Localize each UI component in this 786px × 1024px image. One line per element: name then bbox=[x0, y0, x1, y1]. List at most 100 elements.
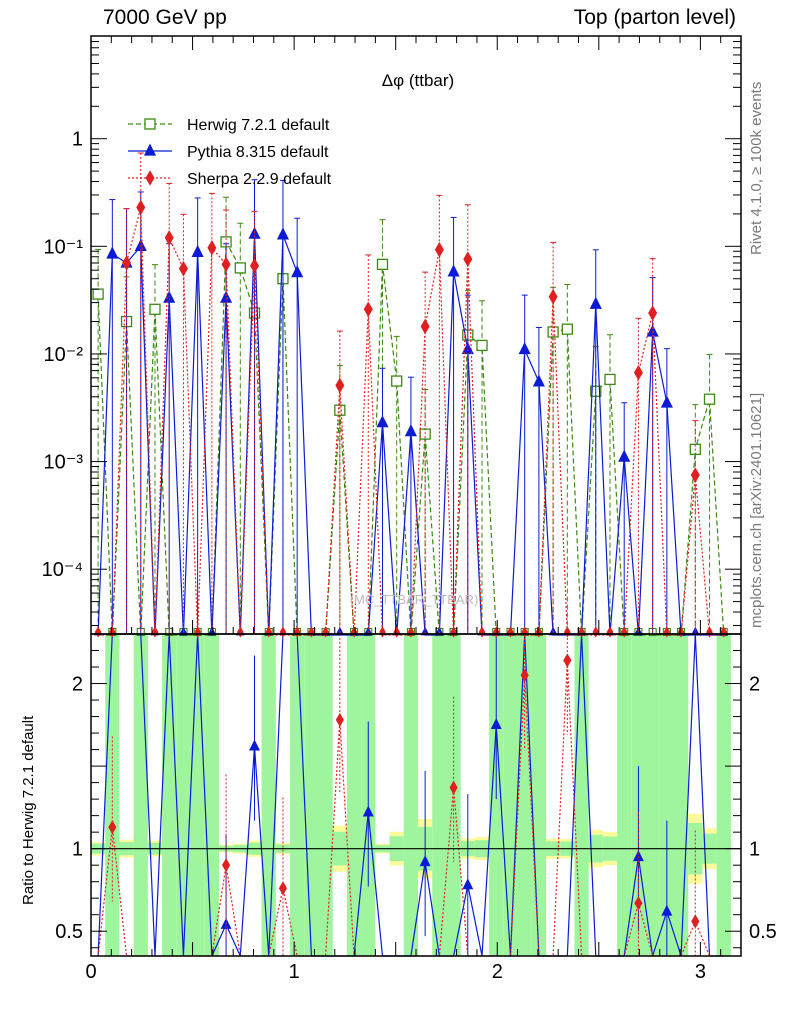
data-point bbox=[334, 404, 346, 416]
ratio-point bbox=[661, 904, 673, 916]
data-point bbox=[250, 257, 260, 274]
legend: Herwig 7.2.1 default Pythia 8.315 default… bbox=[128, 117, 332, 188]
ratio-point bbox=[108, 820, 117, 835]
ratio-point bbox=[634, 896, 643, 911]
data-point-zero bbox=[379, 626, 386, 638]
chart-title: Δφ (ttbar) bbox=[382, 71, 454, 90]
series-line-main bbox=[98, 207, 724, 636]
ratio-band-inner bbox=[176, 634, 191, 956]
data-point bbox=[604, 373, 616, 386]
data-point bbox=[518, 342, 531, 355]
ratio-point bbox=[462, 878, 474, 890]
y-tick-label-main: 10⁻⁴ bbox=[42, 559, 83, 581]
data-point bbox=[532, 374, 545, 387]
legend-label: Pythia 8.315 default bbox=[187, 144, 329, 161]
ratio-band-inner bbox=[673, 634, 689, 956]
mcplots-label: mcplots.cern.ch [arXiv:2401.10621] bbox=[748, 392, 765, 628]
data-point bbox=[633, 364, 643, 381]
x-tick-label: 2 bbox=[492, 961, 503, 983]
ratio-point bbox=[520, 668, 529, 683]
ratio-point bbox=[419, 855, 431, 867]
data-point bbox=[164, 230, 174, 246]
data-point bbox=[363, 301, 373, 318]
data-point bbox=[648, 305, 658, 321]
data-point bbox=[234, 262, 246, 274]
header-right: Top (parton level) bbox=[573, 6, 736, 29]
data-point bbox=[589, 296, 602, 309]
axis-layer: 10⁻⁴ 10⁻³ 10⁻² 10⁻¹ 1 0.5 0.5 1 1 2 2 0 1 2 3 bbox=[42, 35, 777, 983]
data-point bbox=[376, 415, 389, 428]
ratio-band-inner bbox=[162, 634, 177, 956]
data-point bbox=[220, 290, 233, 303]
ratio-point bbox=[691, 914, 700, 929]
legend-label: Herwig 7.2.1 default bbox=[187, 117, 330, 134]
data-point bbox=[447, 264, 460, 277]
data-point bbox=[391, 375, 403, 387]
rivet-version-label: Rivet 4.1.0, ≥ 100k events bbox=[748, 81, 765, 255]
ratio-band-inner bbox=[403, 634, 419, 956]
x-tick-label: 3 bbox=[695, 961, 706, 983]
data-point bbox=[191, 244, 204, 257]
legend-label: Sherpa 2.2.9 default bbox=[187, 171, 332, 188]
ratio-point bbox=[249, 739, 260, 751]
ratio-band-inner bbox=[503, 634, 518, 956]
ratio-point bbox=[335, 712, 344, 727]
ratio-band-inner bbox=[446, 634, 461, 956]
data-point bbox=[335, 377, 345, 394]
data-point bbox=[276, 227, 290, 240]
data-point bbox=[149, 303, 161, 315]
data-point bbox=[122, 255, 132, 271]
ratio-band-inner bbox=[105, 634, 120, 956]
y-tick-label-ratio-right: 0.5 bbox=[749, 921, 777, 943]
data-point bbox=[690, 467, 700, 483]
ratio-band-inner bbox=[304, 634, 319, 956]
ratio-point bbox=[490, 718, 502, 730]
y-tick-label-main: 10⁻² bbox=[44, 344, 84, 366]
ratio-band-inner bbox=[204, 634, 219, 956]
data-point bbox=[463, 251, 473, 267]
ratio-band-inner bbox=[659, 634, 674, 956]
data-point bbox=[92, 288, 104, 300]
data-point-zero bbox=[592, 626, 600, 638]
legend-marker bbox=[143, 143, 157, 156]
header-left: 7000 GeV pp bbox=[103, 6, 227, 29]
data-point bbox=[420, 318, 430, 335]
ratio-ylabel: Ratio to Herwig 7.2.1 default bbox=[20, 715, 37, 905]
ratio-band-inner bbox=[133, 634, 148, 956]
x-tick-label: 1 bbox=[289, 961, 300, 983]
ratio-band-inner bbox=[318, 634, 333, 956]
data-point bbox=[476, 339, 488, 352]
data-point bbox=[660, 395, 673, 408]
data-point bbox=[221, 256, 231, 273]
data-point bbox=[404, 424, 417, 437]
data-point bbox=[178, 260, 188, 277]
series-1 bbox=[92, 196, 728, 637]
data-point bbox=[434, 241, 444, 258]
ratio-band-inner bbox=[190, 634, 205, 956]
y-tick-label-main: 10⁻¹ bbox=[44, 236, 84, 258]
x-tick-label: 0 bbox=[85, 961, 96, 983]
legend-marker bbox=[144, 118, 156, 130]
ratio-point bbox=[222, 858, 231, 873]
ratio-point bbox=[362, 805, 374, 817]
legend-marker bbox=[145, 170, 155, 186]
data-point bbox=[106, 246, 119, 259]
ratio-band-inner bbox=[617, 634, 632, 956]
data-point bbox=[703, 393, 716, 405]
ratio-band-inner bbox=[261, 634, 276, 956]
ratio-band-inner bbox=[432, 634, 447, 956]
y-tick-label-main: 1 bbox=[72, 129, 83, 151]
ratio-band-inner bbox=[645, 634, 660, 956]
ratio-point bbox=[278, 881, 288, 896]
y-tick-label-main: 10⁻³ bbox=[44, 452, 84, 474]
y-tick-label-ratio-right: 1 bbox=[749, 839, 760, 861]
ratio-band-inner bbox=[574, 634, 589, 956]
data-point bbox=[548, 288, 558, 305]
data-point-zero bbox=[420, 626, 430, 636]
ratio-uncertainty-bands bbox=[91, 634, 731, 956]
ratio-band-inner bbox=[290, 634, 305, 956]
ratio-point bbox=[449, 780, 458, 795]
y-tick-label-ratio-right: 2 bbox=[749, 674, 760, 696]
y-tick-label-ratio: 0.5 bbox=[55, 921, 83, 943]
